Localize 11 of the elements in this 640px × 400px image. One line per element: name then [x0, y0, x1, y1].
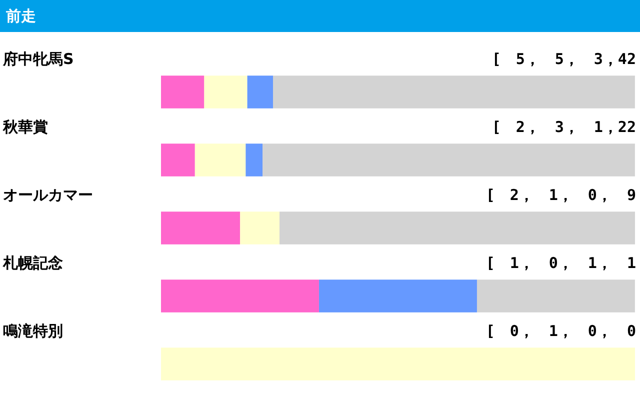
y-tick-label: 札幌記念 — [2, 254, 63, 272]
annotation: [ 5， 5， 3，42 — [492, 50, 636, 68]
y-tick-label: 府中牝馬S — [2, 50, 74, 68]
text: 前走 — [0, 0, 640, 32]
annotation: [ 2， 3， 1，22 — [492, 118, 636, 136]
y-tick-label: 鳴滝特別 — [3, 322, 63, 340]
y-tick-label: オールカマー — [3, 186, 93, 204]
annotation: [ 2， 1， 0， 9 — [486, 186, 636, 204]
y-tick-label: 秋華賞 — [2, 118, 48, 136]
annotation: [ 1， 0， 1， 1 — [486, 254, 636, 272]
annotation: [ 0， 1， 0， 0 — [486, 322, 636, 340]
